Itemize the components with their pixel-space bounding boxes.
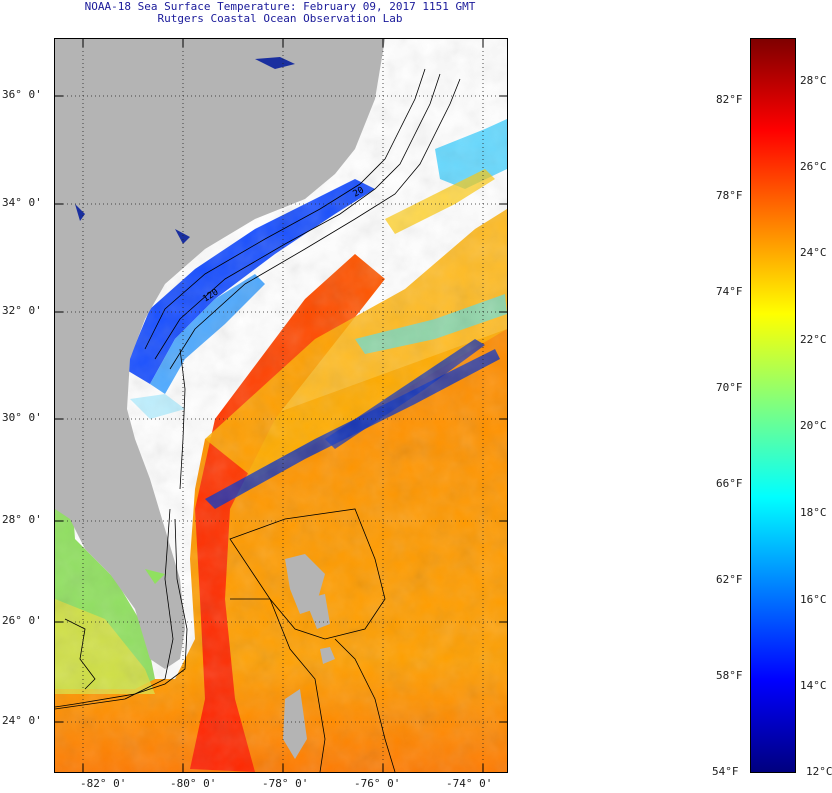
fahrenheit-label: 66°F: [716, 477, 743, 490]
graticule: [55, 39, 507, 772]
latitude-label: 26° 0': [2, 614, 42, 627]
fahrenheit-label: 58°F: [716, 669, 743, 682]
latitude-label: 30° 0': [2, 411, 42, 424]
celsius-label: 22°C: [800, 333, 827, 346]
fahrenheit-label: 62°F: [716, 573, 743, 586]
celsius-label: 14°C: [800, 679, 827, 692]
map-title: NOAA-18 Sea Surface Temperature: Februar…: [84, 0, 476, 13]
land-panhandle: [55, 459, 70, 509]
longitude-label: -74° 0': [446, 777, 493, 790]
map-subtitle: Rutgers Coastal Ocean Observation Lab: [157, 12, 403, 25]
celsius-label: 28°C: [800, 74, 827, 87]
latitude-label: 24° 0': [2, 714, 42, 727]
latitude-label: 36° 0': [2, 88, 42, 101]
inlet: [255, 57, 295, 69]
longitude-label: -76° 0': [354, 777, 401, 790]
sst-map-graphic: 120 20: [55, 39, 507, 772]
fahrenheit-label: 82°F: [716, 93, 743, 106]
land-mass: [55, 39, 385, 669]
latitude-label: 34° 0': [2, 196, 42, 209]
celsius-label: 12°C: [806, 765, 832, 778]
fahrenheit-label: 70°F: [716, 381, 743, 394]
andros-island: [283, 689, 307, 759]
longitude-label: -82° 0': [80, 777, 127, 790]
inlet: [75, 204, 85, 221]
celsius-label: 18°C: [800, 506, 827, 519]
lake-okeechobee: [145, 569, 165, 584]
latitude-label: 32° 0': [2, 304, 42, 317]
inlet: [175, 229, 190, 244]
celsius-label: 26°C: [800, 160, 827, 173]
longitude-label: -80° 0': [170, 777, 217, 790]
frame-ticks: [55, 39, 507, 772]
bahamas-island: [305, 594, 330, 629]
bathymetry-contours: [55, 68, 461, 772]
fahrenheit-label: 78°F: [716, 189, 743, 202]
celsius-label: 20°C: [800, 419, 827, 432]
temperature-colorbar: [750, 38, 796, 773]
contour-label: 20: [352, 186, 366, 200]
latitude-label: 28° 0': [2, 513, 42, 526]
celsius-label: 24°C: [800, 246, 827, 259]
fahrenheit-label: 74°F: [716, 285, 743, 298]
bahamas-cay: [320, 647, 335, 664]
celsius-label: 16°C: [800, 593, 827, 606]
fahrenheit-label: 54°F: [712, 765, 739, 778]
sst-map: 120 20: [54, 38, 508, 773]
longitude-label: -78° 0': [262, 777, 309, 790]
